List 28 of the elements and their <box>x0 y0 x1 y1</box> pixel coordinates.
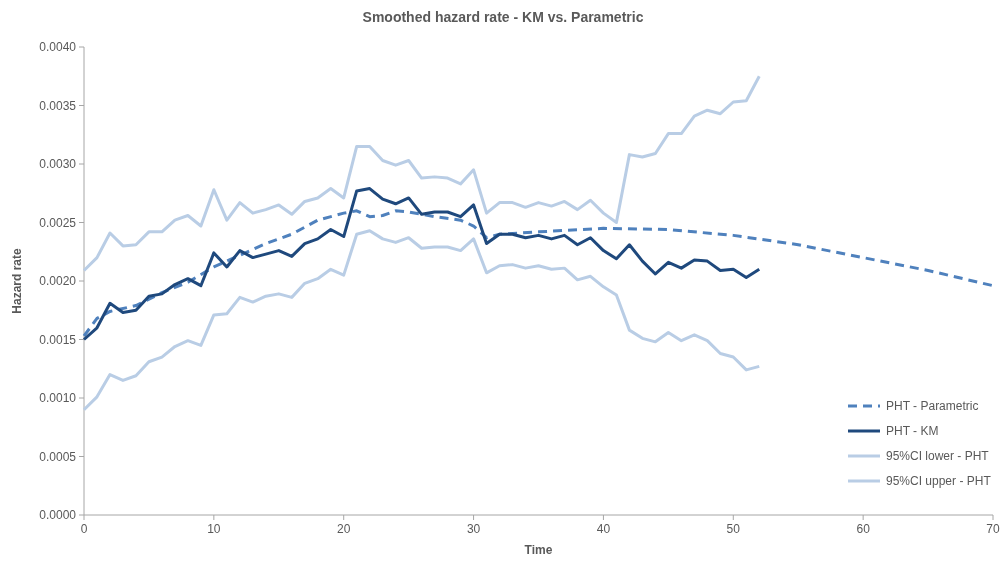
y-tick-label: 0.0035 <box>39 98 77 113</box>
chart-title: Smoothed hazard rate - KM vs. Parametric <box>362 9 644 25</box>
x-tick-label: 60 <box>856 522 871 536</box>
y-tick-label: 0.0005 <box>39 449 77 464</box>
x-tick-label: 10 <box>207 522 221 536</box>
y-tick-label: 0.0030 <box>39 157 77 172</box>
y-axis-title: Hazard rate <box>10 248 24 314</box>
x-tick-label: 70 <box>986 522 1000 536</box>
x-axis-title: Time <box>524 543 553 557</box>
y-tick-label: 0.0015 <box>39 332 77 347</box>
legend-label: 95%CI lower - PHT <box>886 449 990 464</box>
line-series <box>82 74 761 272</box>
line-series <box>82 187 761 341</box>
x-tick-label: 30 <box>466 522 481 536</box>
y-tick-label: 0.0025 <box>39 215 77 230</box>
line-series <box>82 229 761 412</box>
legend-label: 95%CI upper - PHT <box>886 474 992 489</box>
line-series <box>82 209 995 338</box>
x-tick-label: 20 <box>337 522 351 536</box>
y-tick-label: 0.0040 <box>39 40 77 55</box>
y-tick-label: 0.0020 <box>39 274 77 289</box>
legend-label: PHT - KM <box>886 424 939 439</box>
legend-label: PHT - Parametric <box>886 399 979 414</box>
y-tick-label: 0.0010 <box>39 391 77 406</box>
y-tick-label: 0.0000 <box>39 508 77 523</box>
x-tick-label: 50 <box>726 522 741 536</box>
x-tick-label: 0 <box>80 522 88 536</box>
x-tick-label: 40 <box>596 522 611 536</box>
